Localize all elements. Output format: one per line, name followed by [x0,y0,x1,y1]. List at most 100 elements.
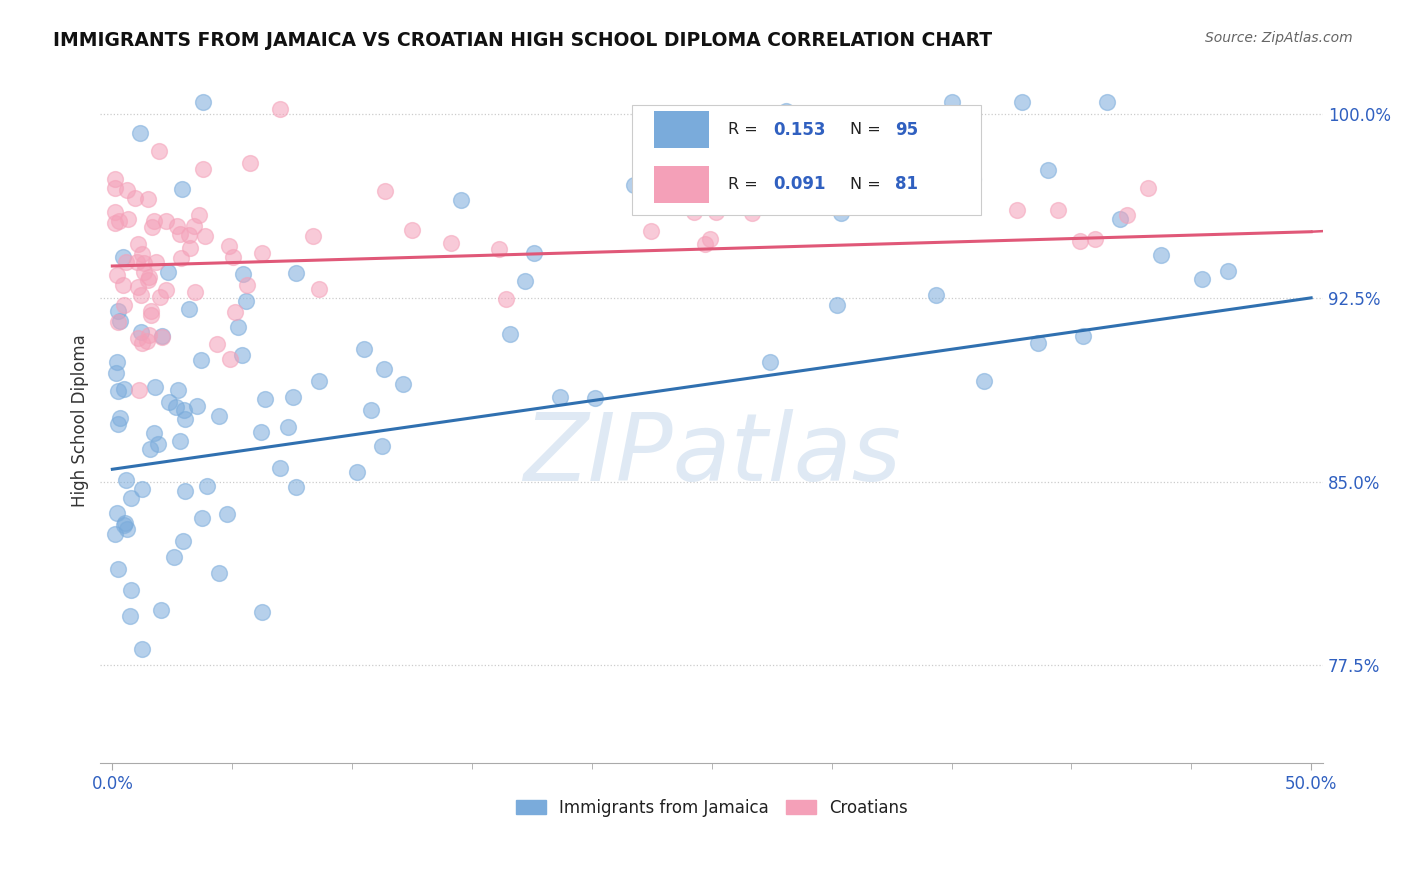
Point [488,242,510,256]
Point [401,223,423,237]
Point [124,192,146,206]
Point [1005,203,1028,218]
Point [149,290,172,304]
Point [163,550,186,565]
Point [120,491,142,505]
Point [825,298,848,312]
Bar [654,166,709,203]
Point [179,241,201,255]
Point [704,205,727,219]
Text: 0.153: 0.153 [773,120,825,138]
Point [250,605,273,619]
Point [925,287,948,301]
Point [548,390,571,404]
Point [208,566,231,581]
Point [523,246,546,260]
Point [205,336,228,351]
Point [104,367,127,381]
Point [114,516,136,530]
Point [893,153,915,168]
Point [277,419,299,434]
Point [104,205,127,219]
Point [143,380,166,394]
Point [583,391,606,405]
Point [139,308,162,322]
Point [108,410,131,425]
Point [177,227,200,242]
Point [134,265,156,279]
Point [717,179,740,194]
Point [128,383,150,397]
Point [281,390,304,404]
Point [346,465,368,479]
Point [249,425,271,440]
Text: R =: R = [728,122,762,137]
Point [111,250,134,264]
Point [640,224,662,238]
Point [131,247,153,261]
Point [876,172,898,186]
Point [440,235,463,250]
Point [1095,95,1118,109]
Point [167,383,190,397]
Point [129,126,152,140]
Text: IMMIGRANTS FROM JAMAICA VS CROATIAN HIGH SCHOOL DIPLOMA CORRELATION CHART: IMMIGRANTS FROM JAMAICA VS CROATIAN HIGH… [53,31,993,50]
Point [157,394,180,409]
Point [149,603,172,617]
Point [141,220,163,235]
Point [174,483,197,498]
Point [107,417,129,432]
Point [269,460,291,475]
Legend: Immigrants from Jamaica, Croatians: Immigrants from Jamaica, Croatians [509,792,914,823]
Point [222,250,245,264]
Point [165,401,187,415]
Text: ZIPatlas: ZIPatlas [523,409,901,500]
Point [156,265,179,279]
Point [302,229,325,244]
Point [170,251,193,265]
Point [142,425,165,440]
Point [775,104,797,119]
Point [104,216,127,230]
Point [830,205,852,219]
Point [115,183,138,197]
Point [232,267,254,281]
Point [108,213,131,227]
Point [207,409,229,423]
Point [174,412,197,426]
Point [269,103,291,117]
Point [218,239,240,253]
Point [136,272,159,286]
Bar [654,111,709,148]
Point [1036,162,1059,177]
Point [285,267,308,281]
Point [134,256,156,270]
Point [166,219,188,233]
Point [104,172,127,186]
Text: 81: 81 [896,176,918,194]
Point [450,193,472,207]
Point [148,145,170,159]
Point [138,328,160,343]
Point [190,353,212,368]
Point [117,212,139,227]
Point [127,280,149,294]
Point [170,182,193,196]
Point [239,155,262,169]
Point [749,130,772,145]
Point [146,437,169,451]
Point [370,439,392,453]
Point [699,232,721,246]
Point [360,402,382,417]
Point [254,392,277,406]
Point [1011,95,1033,109]
Point [1137,181,1160,195]
Point [136,192,159,206]
Point [138,442,160,456]
Point [125,255,148,269]
Point [169,227,191,241]
Point [195,479,218,493]
Point [353,343,375,357]
Point [155,284,177,298]
Point [184,285,207,299]
